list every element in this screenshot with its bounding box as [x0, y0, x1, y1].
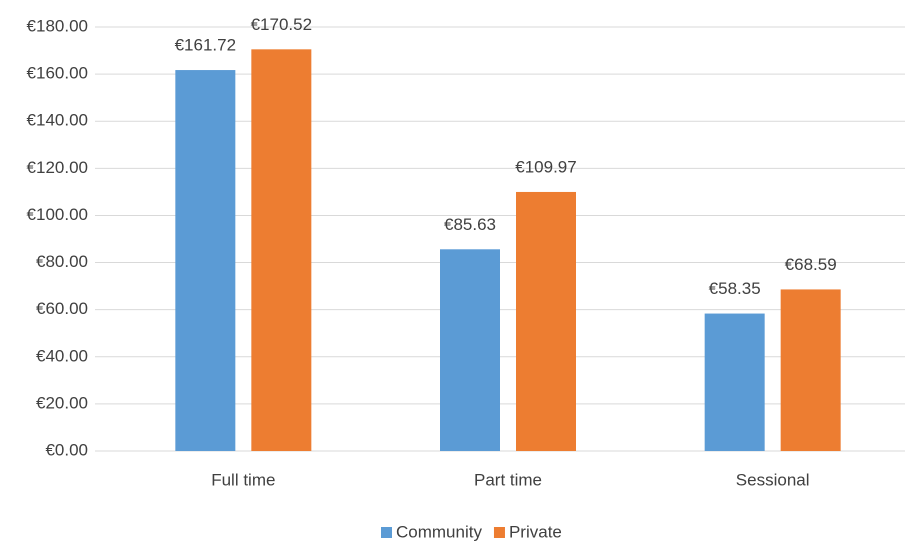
y-tick-label: €80.00 — [36, 252, 88, 271]
bar — [780, 289, 841, 451]
y-tick-label: €180.00 — [27, 16, 88, 35]
data-label: €58.35 — [709, 279, 761, 298]
bar — [704, 313, 765, 451]
x-tick-label: Full time — [211, 470, 275, 489]
bar — [251, 49, 312, 452]
y-tick-label: €160.00 — [27, 64, 88, 83]
y-tick-label: €40.00 — [36, 346, 88, 365]
bar — [516, 191, 576, 452]
x-tick-label: Sessional — [736, 470, 810, 489]
data-label: €85.63 — [444, 215, 496, 234]
bar — [175, 70, 236, 451]
y-tick-label: €100.00 — [27, 205, 88, 224]
y-tick-label: €20.00 — [36, 393, 88, 412]
data-label: €68.59 — [785, 255, 837, 274]
data-label: €109.97 — [515, 157, 576, 176]
legend-label: Private — [509, 522, 562, 541]
legend-label: Community — [396, 522, 482, 541]
x-tick-label: Part time — [474, 470, 542, 489]
y-tick-label: €120.00 — [27, 158, 88, 177]
data-label: €170.52 — [251, 15, 312, 34]
y-tick-label: €0.00 — [45, 440, 88, 459]
data-label: €161.72 — [175, 36, 236, 55]
legend-swatch — [493, 527, 505, 538]
y-tick-label: €140.00 — [27, 111, 88, 130]
legend-swatch — [381, 527, 392, 538]
bar — [440, 249, 500, 451]
y-tick-label: €60.00 — [36, 299, 88, 318]
